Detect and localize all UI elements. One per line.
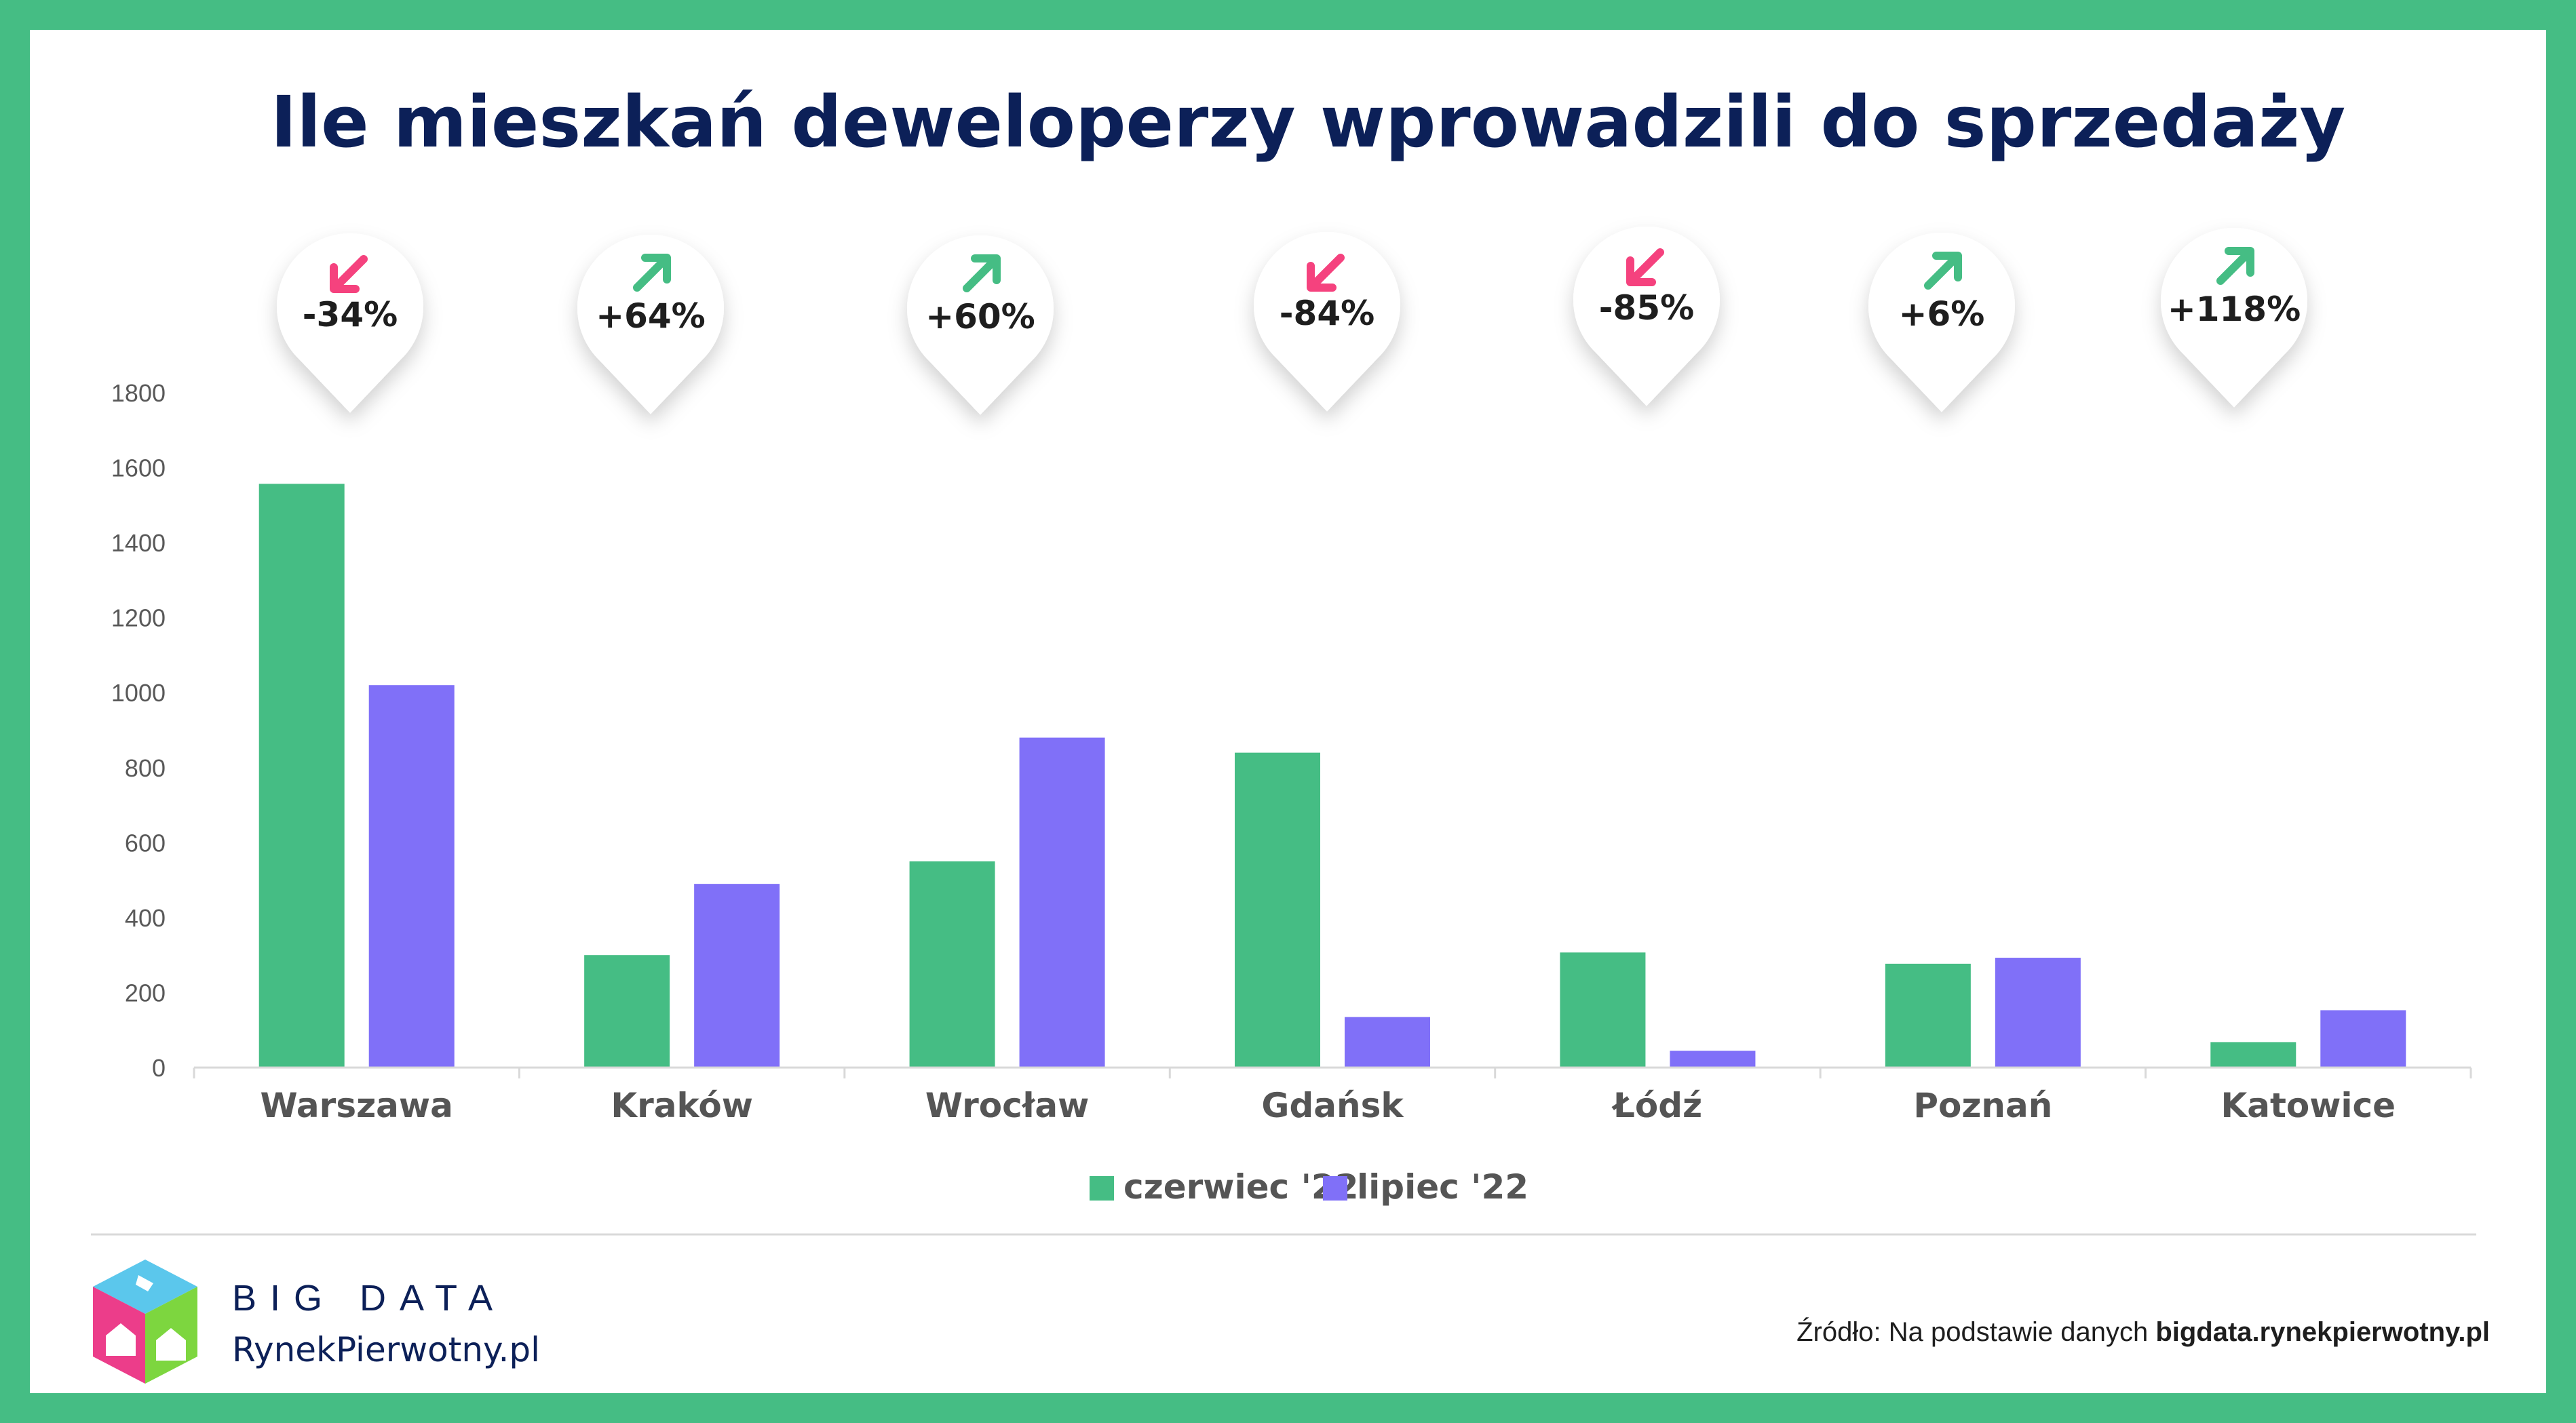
- x-category-label: Łódź: [1611, 1086, 1702, 1125]
- arrow-down-left-icon: [1626, 248, 1664, 286]
- bar-series1: [909, 861, 995, 1068]
- chart-frame: Ile mieszkań deweloperzy wprowadzili do …: [30, 30, 2546, 1393]
- y-tick-label: 400: [125, 904, 166, 932]
- arrow-up-right-icon: [1924, 252, 1962, 290]
- bar-series1: [2210, 1042, 2296, 1068]
- brand-name: RynekPierwotny.pl: [232, 1330, 540, 1369]
- bar-series2: [1345, 1017, 1430, 1068]
- y-tick-label: 800: [125, 754, 166, 782]
- badge-marker: [1868, 232, 2016, 412]
- bar-series1: [1885, 963, 1971, 1068]
- bar-series2: [694, 884, 780, 1068]
- badge-marker: [2161, 227, 2308, 408]
- x-category-label: Wrocław: [925, 1086, 1089, 1125]
- source-prefix: Źródło: Na podstawie danych: [1796, 1317, 2155, 1347]
- change-badge: -84%: [1254, 232, 1400, 412]
- bar-series1: [1235, 752, 1320, 1068]
- badge-marker: [276, 233, 423, 413]
- change-value: +64%: [596, 296, 706, 336]
- bar-series1: [1560, 952, 1646, 1068]
- x-category-label: Warszawa: [261, 1086, 453, 1125]
- source-note: Źródło: Na podstawie danych bigdata.ryne…: [1796, 1317, 2490, 1347]
- change-value: +118%: [2168, 290, 2301, 329]
- source-link[interactable]: bigdata.rynekpierwotny.pl: [2155, 1317, 2490, 1347]
- change-value: -85%: [1599, 288, 1694, 328]
- bar-series1: [258, 484, 345, 1068]
- y-tick-label: 600: [125, 829, 166, 857]
- bar-series2: [1019, 737, 1105, 1068]
- x-category-label: Kraków: [611, 1086, 753, 1125]
- brand-logo: BIG DATA RynekPierwotny.pl: [93, 1260, 540, 1384]
- x-axis: Warszawa Kraków Wrocław Gdańsk Łódź Poznań Kat…: [193, 1066, 2472, 1125]
- y-axis: 0 200 400 600 800 1000 1200 1400 1600 1800: [111, 379, 166, 1082]
- x-category-label: Gdańsk: [1261, 1086, 1404, 1125]
- arrow-down-left-icon: [330, 255, 368, 293]
- brand-big-data: BIG DATA: [232, 1278, 506, 1319]
- change-badge: +60%: [907, 235, 1054, 415]
- legend-swatch-series1: [1090, 1176, 1114, 1201]
- legend-label-series1: czerwiec '22: [1123, 1167, 1358, 1207]
- legend: czerwiec '22 lipiec '22: [1090, 1167, 1529, 1207]
- badge-marker: [1254, 232, 1400, 412]
- chart: Ile mieszkań deweloperzy wprowadzili do …: [91, 81, 2490, 1384]
- bar-series1: [584, 955, 670, 1068]
- change-badges: -34% +64% +60% -84% -85% +6% +118%: [276, 226, 2308, 415]
- bar-series2: [1995, 958, 2081, 1068]
- chart-title: Ile mieszkań deweloperzy wprowadzili do …: [271, 81, 2346, 163]
- badge-marker: [1573, 226, 1720, 406]
- change-badge: -85%: [1573, 226, 1720, 406]
- arrow-up-right-icon: [633, 254, 671, 292]
- change-badge: +118%: [2161, 227, 2308, 408]
- bar-series2: [1670, 1051, 1756, 1068]
- change-value: -34%: [303, 295, 398, 334]
- y-tick-label: 200: [125, 979, 166, 1007]
- legend-label-series2: lipiec '22: [1357, 1167, 1529, 1207]
- y-tick-label: 0: [152, 1054, 166, 1082]
- x-category-label: Poznań: [1913, 1086, 2052, 1125]
- change-badge: -34%: [276, 233, 423, 413]
- badge-marker: [577, 235, 724, 414]
- legend-swatch-series2: [1323, 1176, 1347, 1201]
- y-tick-label: 1200: [111, 604, 166, 632]
- change-badge: +64%: [577, 235, 724, 414]
- y-tick-label: 1400: [111, 529, 166, 557]
- arrow-up-right-icon: [2216, 247, 2254, 285]
- bars: [258, 484, 2406, 1068]
- cube-logo-icon: [93, 1260, 197, 1384]
- y-tick-label: 1600: [111, 454, 166, 482]
- badge-marker: [907, 235, 1054, 415]
- change-value: +60%: [925, 297, 1035, 336]
- change-value: +6%: [1899, 294, 1985, 334]
- arrow-up-right-icon: [963, 254, 1001, 292]
- change-value: -84%: [1280, 294, 1374, 333]
- change-badge: +6%: [1868, 232, 2016, 412]
- y-tick-label: 1800: [111, 379, 166, 407]
- x-category-label: Katowice: [2221, 1086, 2396, 1125]
- y-tick-label: 1000: [111, 679, 166, 707]
- bar-series2: [368, 685, 455, 1068]
- bar-series2: [2320, 1010, 2406, 1068]
- arrow-down-left-icon: [1307, 254, 1345, 292]
